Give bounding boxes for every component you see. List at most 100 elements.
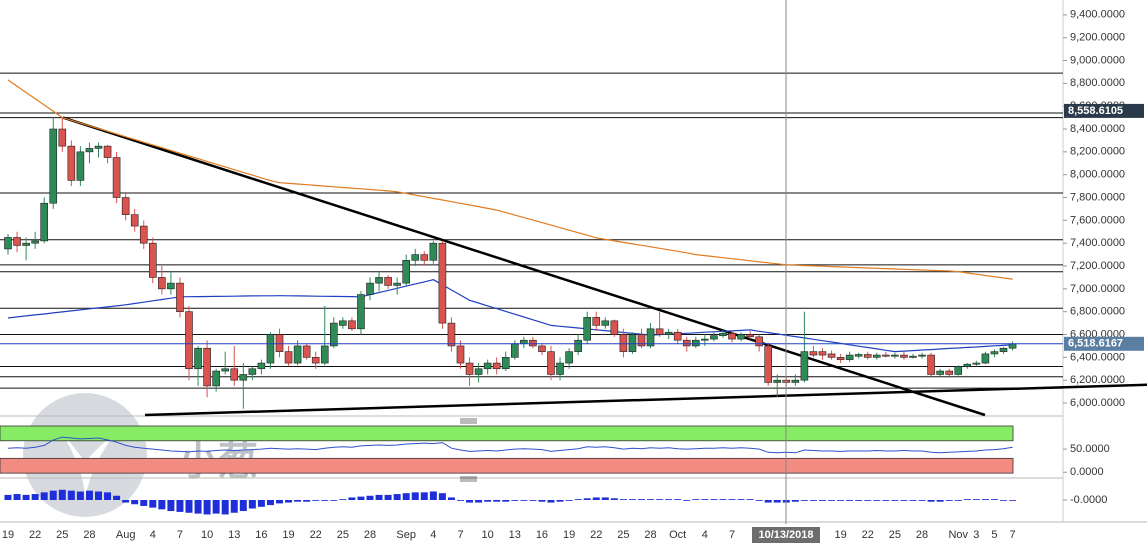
histogram-bar <box>936 500 944 502</box>
x-tick-label: 19 <box>834 529 846 541</box>
histogram-bar <box>610 498 618 500</box>
x-tick-label: 25 <box>337 529 349 541</box>
histogram-bar <box>746 499 754 500</box>
candle-body <box>972 362 981 365</box>
candle-body <box>827 353 836 358</box>
candle-body <box>284 351 293 364</box>
histogram-bar <box>393 494 401 500</box>
candle-body <box>764 345 773 383</box>
candle-body <box>248 368 257 375</box>
candle-body <box>221 368 229 372</box>
candle-body <box>22 242 30 246</box>
candle-body <box>58 128 67 147</box>
candle-body <box>556 362 564 375</box>
histogram-bar <box>13 494 21 500</box>
y-tick-label: 0.0000 <box>1070 466 1104 478</box>
y-tick-label: 9,400.0000 <box>1070 9 1125 21</box>
histogram-bar <box>963 499 971 500</box>
candle-body <box>31 240 39 244</box>
candle-body <box>701 338 709 341</box>
x-tick-label: Aug <box>116 529 136 541</box>
histogram-bar <box>4 494 12 500</box>
histogram-bar <box>266 500 274 506</box>
histogram-bar <box>891 500 899 501</box>
histogram-bar <box>276 500 283 504</box>
candle-body <box>900 354 908 358</box>
candle-body <box>673 331 682 341</box>
candle-body <box>610 320 619 335</box>
candle-body <box>402 260 411 284</box>
x-tick-label: 28 <box>644 529 656 541</box>
histogram-bar <box>674 499 682 500</box>
y-tick-label: 8,000.0000 <box>1070 169 1125 181</box>
histogram-bar <box>194 500 202 514</box>
histogram-bar <box>855 500 863 501</box>
candle-body <box>67 145 76 181</box>
candle-body <box>520 339 528 344</box>
y-tick-label: 7,800.0000 <box>1070 191 1125 203</box>
candle-body <box>719 333 727 336</box>
candle-body <box>375 277 383 284</box>
histogram-bar <box>85 490 93 500</box>
histogram-bar <box>547 500 555 503</box>
x-tick-label: 4 <box>702 529 708 541</box>
panel-grip <box>460 476 477 482</box>
histogram-bar <box>285 500 293 503</box>
candle-body <box>293 345 302 364</box>
candle-body <box>664 331 673 335</box>
candle-body <box>601 320 610 326</box>
candle-body <box>94 145 103 149</box>
candle-body <box>510 343 519 358</box>
histogram-bar <box>22 494 30 500</box>
histogram-bar <box>420 492 428 500</box>
candle-body <box>438 242 447 324</box>
candle-body <box>103 145 112 158</box>
candle-body <box>954 366 963 375</box>
histogram-bar <box>438 493 446 500</box>
histogram-bar <box>303 500 311 502</box>
candle-body <box>230 368 239 381</box>
x-tick-label: 7 <box>457 529 463 541</box>
candle-body <box>167 282 175 290</box>
histogram-bar <box>945 500 953 501</box>
candle-body <box>746 334 754 338</box>
histogram-bar <box>475 500 483 503</box>
histogram-bar <box>158 500 166 510</box>
candle-body <box>176 282 184 312</box>
candle-body <box>212 370 220 387</box>
candle-body <box>429 242 438 261</box>
price-badge-label: 6,518.6167 <box>1068 338 1123 350</box>
candle-body <box>76 151 85 181</box>
candle-body <box>357 294 365 330</box>
histogram-bar <box>167 500 175 512</box>
candle-body <box>936 370 944 375</box>
y-tick-label: 6,400.0000 <box>1070 351 1125 363</box>
candle-body <box>411 254 420 261</box>
candle-body <box>818 351 827 356</box>
candle-body <box>302 345 311 358</box>
candle-body <box>203 347 211 387</box>
candle-body <box>1008 343 1017 349</box>
candle-body <box>836 357 845 360</box>
candle-body <box>320 345 329 364</box>
y-tick-label: 7,400.0000 <box>1070 237 1125 249</box>
histogram-bar <box>656 499 664 500</box>
x-tick-label: 22 <box>310 529 322 541</box>
histogram-bar <box>828 500 836 501</box>
histogram-bar <box>719 499 727 500</box>
x-tick-label: 25 <box>889 529 901 541</box>
candle-body <box>447 322 456 347</box>
histogram-bar <box>493 500 501 502</box>
histogram-bar <box>619 499 627 500</box>
candle-body <box>85 148 94 153</box>
y-tick-label: 9,200.0000 <box>1070 32 1125 44</box>
histogram-bar <box>511 500 519 501</box>
histogram-bar <box>312 500 320 501</box>
histogram-bar <box>31 494 39 500</box>
crosshair-label-box <box>752 527 820 543</box>
x-tick-label: 22 <box>29 529 41 541</box>
histogram-bar <box>529 500 537 501</box>
histogram-bar <box>665 499 673 500</box>
y-tick-label: 7,200.0000 <box>1070 260 1125 272</box>
histogram-bar <box>538 500 546 502</box>
